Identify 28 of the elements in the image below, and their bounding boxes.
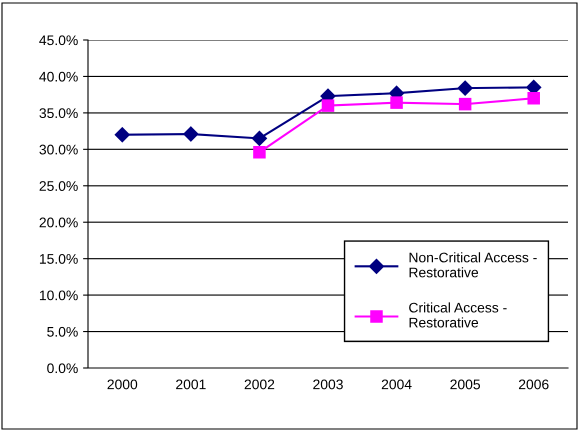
point	[114, 127, 130, 142]
legend-label: Critical Access - Restorative	[409, 302, 507, 328]
y-tick-label: 25.0%	[40, 181, 78, 191]
y-tick-label: 40.0%	[39, 72, 78, 82]
y-tick-label: 5.0%	[47, 326, 78, 337]
point	[527, 92, 540, 105]
point	[390, 96, 403, 109]
y-tick-label: 45.0%	[39, 35, 78, 46]
y-tick-label: 35.0%	[39, 108, 78, 118]
point	[253, 146, 266, 158]
x-tick-label: 2003	[313, 379, 343, 390]
x-tick-label: 2004	[382, 379, 412, 390]
y-tick-label: 20.0%	[40, 218, 78, 228]
y-tick-label: 15.0%	[40, 254, 78, 264]
point	[322, 99, 334, 112]
y-tick-label: 30.0%	[39, 144, 78, 155]
point	[458, 80, 473, 96]
x-tick-label: 2001	[176, 379, 206, 390]
y-tick-label: 0.0%	[47, 363, 78, 374]
x-tick-label: 2006	[518, 379, 549, 390]
y-tick-label: 10.0%	[40, 290, 78, 300]
point	[252, 130, 267, 146]
x-tick-label: 2005	[450, 379, 480, 390]
point	[458, 98, 472, 110]
x-tick-label: 2000	[108, 379, 138, 390]
x-tick-label: 2002	[244, 379, 274, 390]
point	[183, 126, 198, 142]
legend-label: Non-Critical Access - Restorative	[410, 252, 537, 278]
